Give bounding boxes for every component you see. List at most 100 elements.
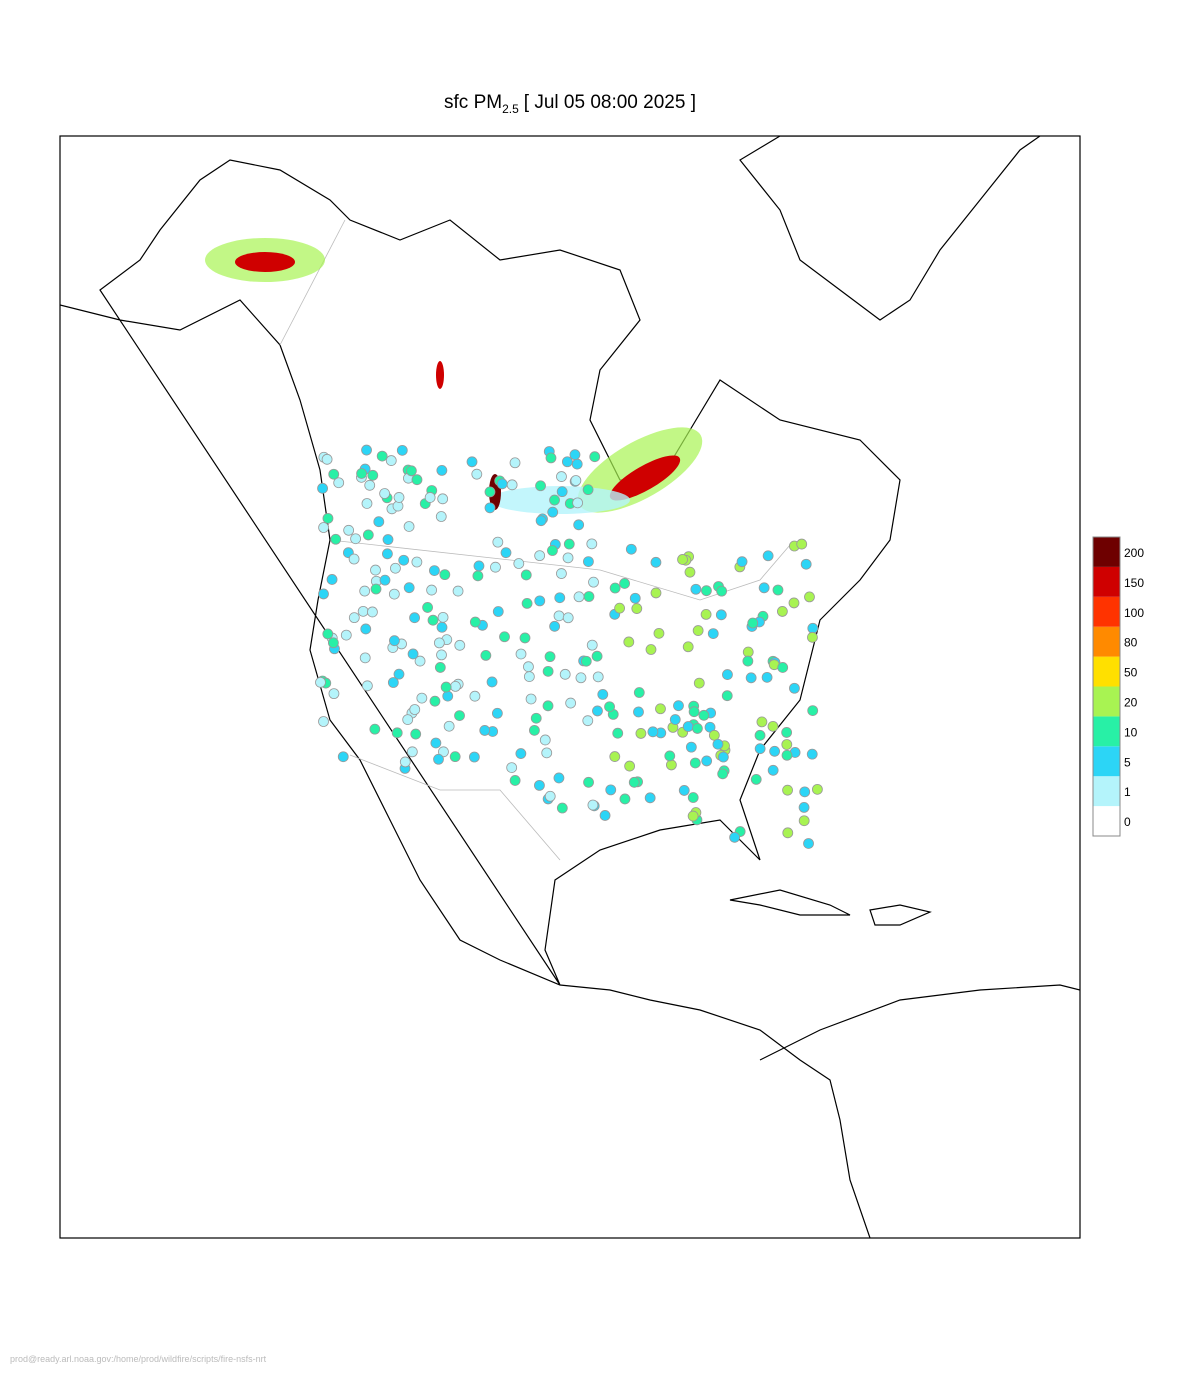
- station: [387, 677, 399, 688]
- station: [599, 810, 611, 821]
- station: [322, 512, 334, 524]
- station: [767, 764, 779, 776]
- station: [545, 452, 557, 464]
- station: [609, 751, 621, 762]
- station: [469, 690, 481, 702]
- station: [542, 665, 554, 677]
- station: [436, 464, 448, 476]
- station: [804, 591, 815, 603]
- station: [370, 583, 382, 595]
- station: [509, 457, 521, 469]
- station: [781, 739, 793, 750]
- station: [484, 486, 496, 498]
- station: [534, 595, 546, 607]
- station: [693, 677, 705, 689]
- station: [424, 492, 436, 503]
- station: [669, 714, 681, 725]
- station: [623, 636, 635, 648]
- station: [436, 649, 447, 661]
- station: [321, 453, 333, 465]
- station: [414, 655, 426, 667]
- station: [563, 538, 575, 550]
- station: [429, 695, 441, 707]
- station: [544, 790, 556, 802]
- station: [437, 493, 449, 505]
- station: [707, 628, 719, 639]
- station: [484, 502, 496, 514]
- station: [721, 690, 733, 702]
- station: [370, 564, 381, 576]
- station: [556, 568, 567, 579]
- station: [318, 588, 329, 600]
- station: [678, 785, 690, 796]
- station: [742, 655, 754, 667]
- station: [619, 578, 630, 589]
- station: [523, 671, 535, 682]
- station: [317, 482, 328, 494]
- station: [406, 746, 418, 758]
- station: [754, 743, 766, 755]
- station: [612, 727, 624, 739]
- station: [570, 475, 582, 486]
- legend-swatch: [1093, 656, 1120, 687]
- station: [350, 533, 361, 545]
- station: [433, 637, 445, 649]
- station: [471, 468, 483, 480]
- station: [340, 629, 352, 641]
- station: [582, 715, 594, 727]
- station: [582, 484, 594, 496]
- station: [506, 479, 518, 491]
- station: [403, 521, 415, 532]
- station: [379, 574, 391, 586]
- station: [800, 558, 812, 570]
- station: [361, 498, 373, 509]
- station: [359, 652, 371, 664]
- station: [788, 597, 800, 609]
- station: [389, 635, 400, 647]
- station: [604, 701, 615, 713]
- station: [781, 727, 793, 738]
- station: [653, 627, 665, 639]
- station: [529, 724, 540, 736]
- station: [592, 705, 603, 717]
- legend-label: 200: [1124, 546, 1144, 560]
- station: [547, 545, 558, 556]
- station: [549, 620, 561, 632]
- station: [781, 749, 793, 761]
- station: [692, 723, 703, 734]
- station: [650, 556, 662, 568]
- station: [500, 547, 512, 559]
- station: [762, 550, 774, 562]
- station: [644, 792, 656, 804]
- station: [587, 799, 599, 811]
- station: [369, 723, 381, 735]
- station: [803, 838, 814, 849]
- station: [429, 565, 440, 576]
- station: [452, 585, 464, 597]
- station: [745, 672, 757, 684]
- station: [426, 584, 438, 596]
- station: [328, 468, 340, 480]
- station: [655, 703, 666, 715]
- station: [521, 597, 533, 609]
- station: [698, 709, 710, 721]
- station: [754, 729, 766, 741]
- station: [492, 606, 504, 617]
- station: [541, 747, 553, 759]
- station: [519, 632, 531, 644]
- station: [391, 727, 403, 739]
- station: [782, 827, 794, 839]
- station: [624, 760, 636, 772]
- station: [609, 582, 621, 594]
- station: [758, 582, 770, 594]
- station: [631, 603, 643, 614]
- station: [673, 700, 684, 712]
- legend-swatch: [1093, 566, 1120, 597]
- station: [399, 756, 411, 768]
- stations: [315, 444, 823, 849]
- station: [367, 606, 378, 618]
- station: [708, 729, 720, 741]
- station: [756, 716, 768, 728]
- station: [750, 773, 762, 785]
